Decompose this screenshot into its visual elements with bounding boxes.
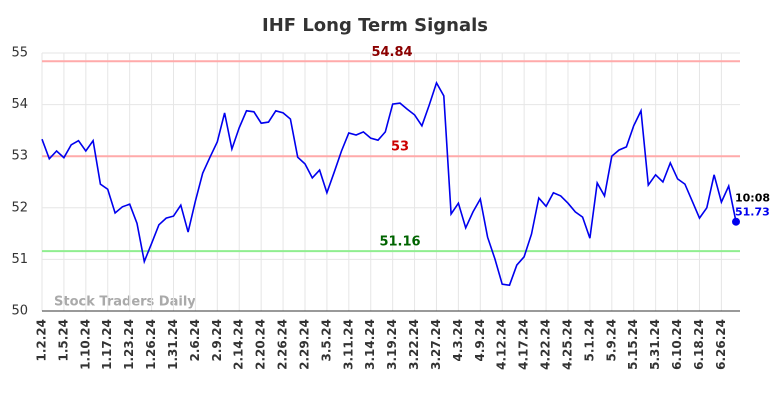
grid bbox=[41, 52, 740, 312]
x-tick-label: 2.6.24 bbox=[188, 319, 202, 362]
x-tick-label: 2.9.24 bbox=[210, 319, 224, 362]
x-tick-label: 5.15.24 bbox=[626, 319, 640, 370]
last-value: 51.73 bbox=[735, 206, 770, 219]
x-tick-label: 1.2.24 bbox=[35, 319, 49, 362]
x-tick-label: 4.3.24 bbox=[451, 319, 465, 362]
y-tick-label: 55 bbox=[11, 46, 28, 61]
x-tick-label: 1.26.24 bbox=[144, 319, 158, 370]
x-tick-label: 3.11.24 bbox=[341, 319, 355, 370]
y-tick-label: 50 bbox=[11, 304, 28, 319]
chart-title: IHF Long Term Signals bbox=[262, 15, 488, 36]
y-tick-label: 51 bbox=[11, 252, 28, 267]
x-tick-label: 2.14.24 bbox=[232, 319, 246, 370]
x-tick-label: 4.25.24 bbox=[560, 319, 574, 370]
x-tick-label: 1.10.24 bbox=[78, 319, 92, 370]
x-tick-label: 5.1.24 bbox=[582, 319, 596, 362]
x-tick-label: 6.18.24 bbox=[692, 319, 706, 370]
watermark: Stock Traders Daily bbox=[54, 295, 196, 310]
x-tick-label: 6.26.24 bbox=[714, 319, 728, 370]
x-tick-label: 1.31.24 bbox=[166, 319, 180, 370]
y-tick-label: 54 bbox=[11, 97, 28, 112]
signal-label: 54.84 bbox=[371, 45, 412, 60]
signal-label: 51.16 bbox=[379, 235, 420, 250]
x-tick-label: 3.5.24 bbox=[319, 319, 333, 362]
x-tick-label: 2.20.24 bbox=[254, 319, 268, 370]
x-tick-label: 3.22.24 bbox=[407, 319, 421, 370]
x-tick-label: 3.14.24 bbox=[363, 319, 377, 370]
x-tick-label: 1.17.24 bbox=[100, 319, 114, 370]
x-tick-label: 3.19.24 bbox=[385, 319, 399, 370]
price-line bbox=[41, 80, 737, 287]
y-tick-label: 52 bbox=[11, 200, 28, 215]
x-tick-label: 4.17.24 bbox=[517, 319, 531, 370]
x-tick-label: 6.10.24 bbox=[670, 319, 684, 370]
x-tick-label: 1.5.24 bbox=[56, 319, 70, 362]
x-tick-label: 5.31.24 bbox=[648, 319, 662, 370]
x-tick-label: 3.27.24 bbox=[429, 319, 443, 370]
x-tick-label: 1.23.24 bbox=[122, 319, 136, 370]
x-tick-label: 5.9.24 bbox=[604, 319, 618, 362]
last-point bbox=[732, 217, 740, 226]
signal-label: 53 bbox=[391, 140, 409, 155]
last-time: 10:08 bbox=[735, 192, 770, 205]
y-tick-label: 53 bbox=[11, 149, 28, 164]
x-tick-label: 2.29.24 bbox=[297, 319, 311, 370]
x-tick-label: 2.26.24 bbox=[276, 319, 290, 370]
x-tick-label: 4.22.24 bbox=[539, 319, 553, 370]
x-tick-label: 4.9.24 bbox=[473, 319, 487, 362]
x-tick-label: 4.12.24 bbox=[495, 319, 509, 370]
